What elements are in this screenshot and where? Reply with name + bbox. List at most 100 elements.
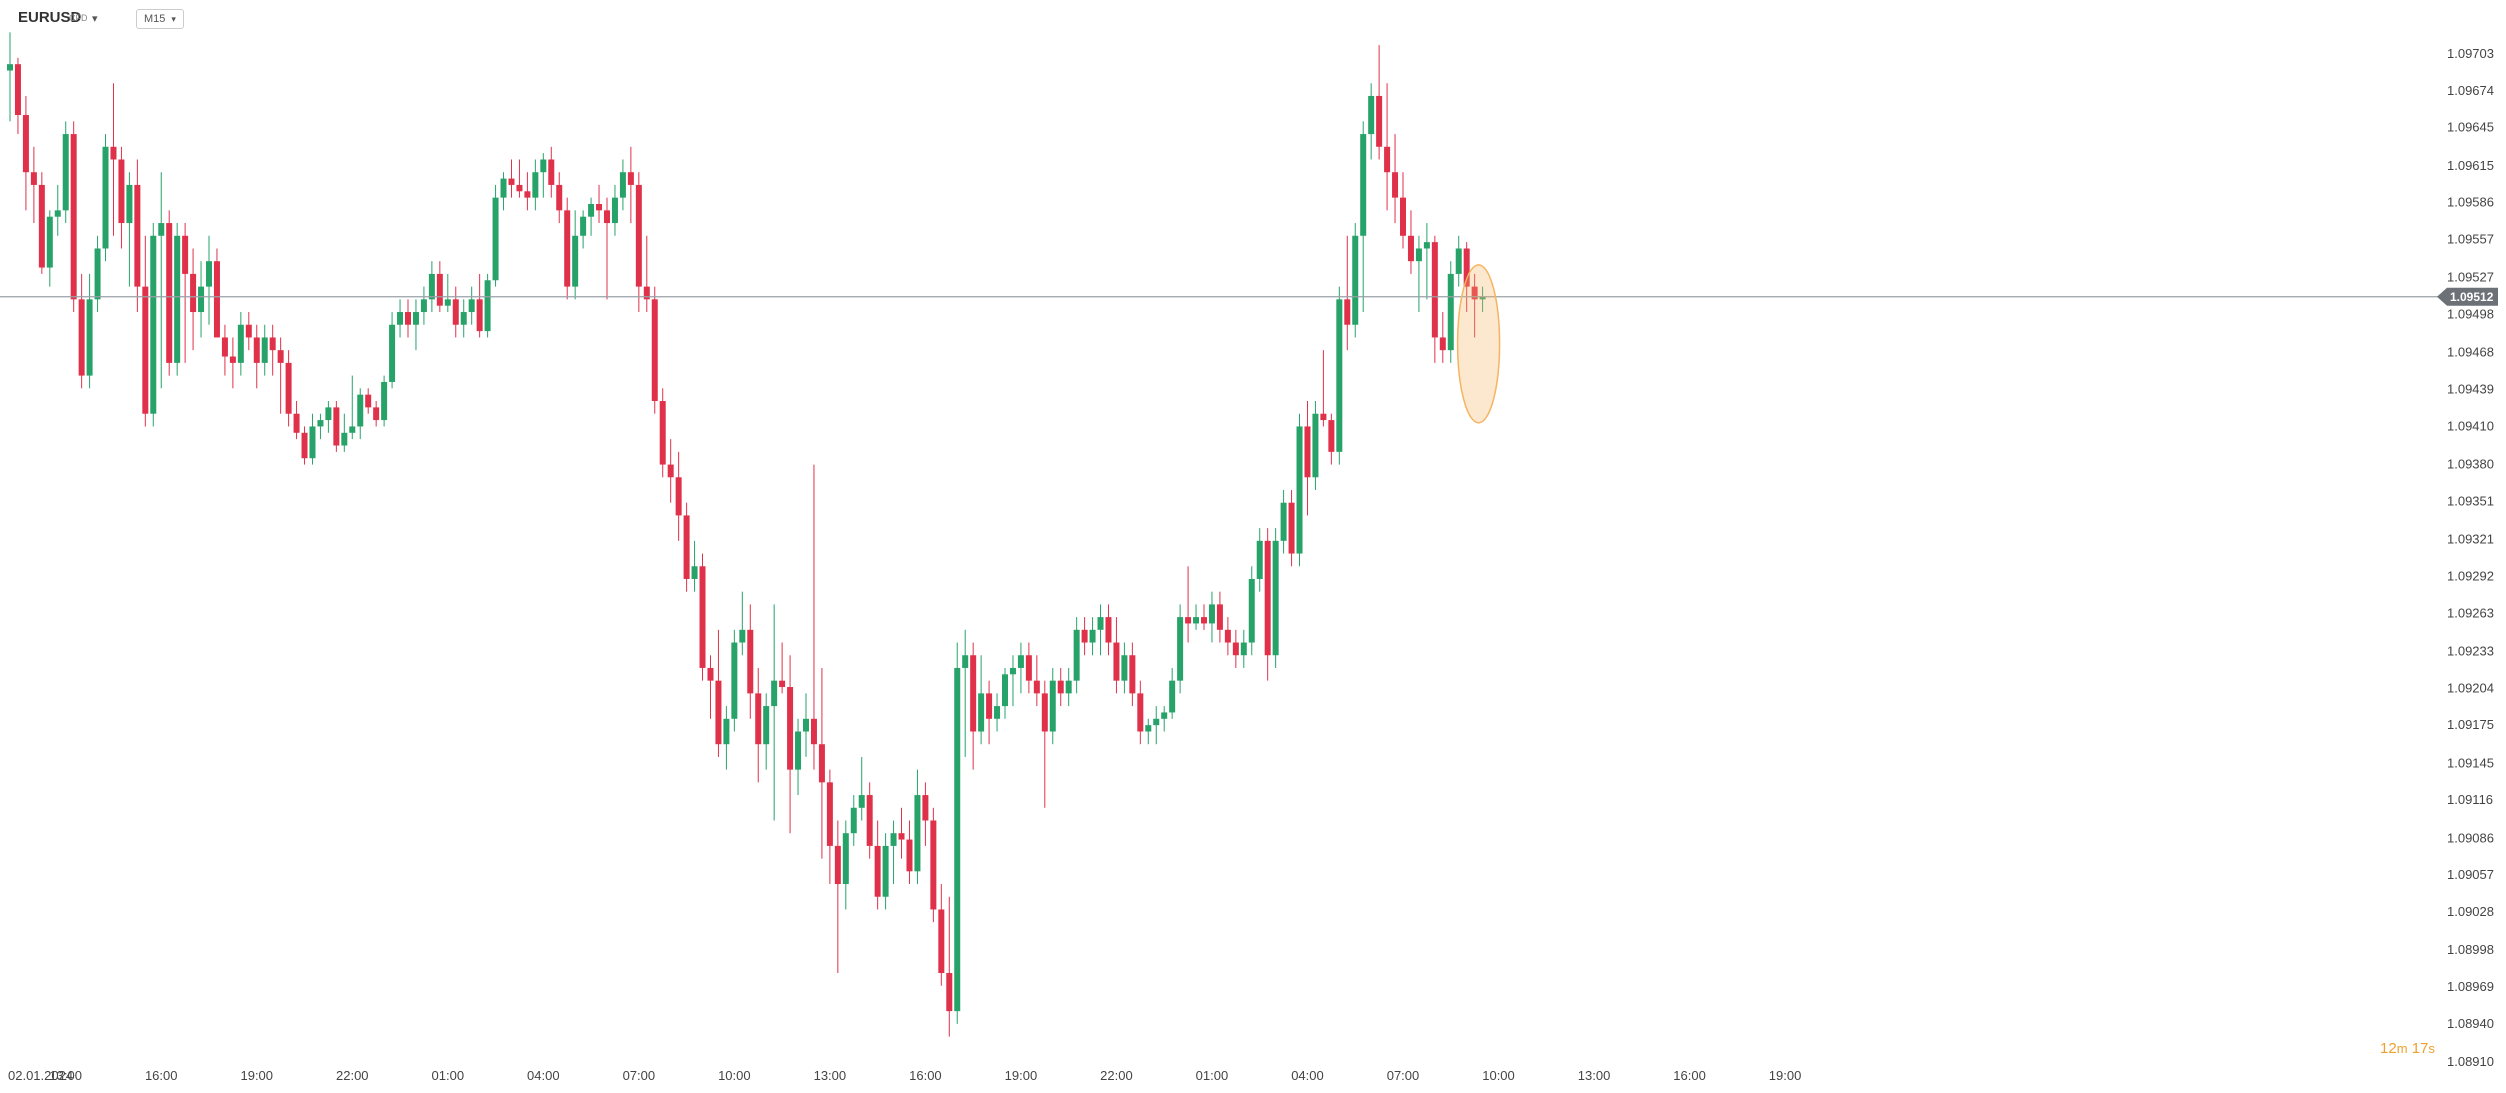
candle-up: [1177, 617, 1184, 681]
time-tick-label: 10:00: [1482, 1068, 1515, 1083]
time-tick-label: 04:00: [1291, 1068, 1324, 1083]
candle-up: [1009, 667, 1016, 675]
candle-down: [970, 655, 977, 732]
countdown-minutes-unit: m: [2396, 1041, 2408, 1056]
candle-down: [182, 235, 189, 274]
candle-down: [596, 203, 603, 211]
candle-up: [1049, 680, 1056, 732]
candle-up: [54, 210, 61, 217]
timeframe-selector[interactable]: M15 ▾: [136, 9, 184, 29]
current-price-label: 1.09512: [2450, 290, 2494, 304]
countdown-seconds-unit: s: [2428, 1041, 2435, 1056]
candle-up: [317, 420, 324, 427]
candle-up: [237, 324, 244, 363]
price-tick-label: 1.09615: [2447, 158, 2494, 173]
candle-down: [476, 299, 483, 332]
candle-up: [611, 197, 618, 224]
candle-up: [1208, 604, 1215, 624]
candle-down: [1216, 604, 1223, 630]
candle-down: [1041, 693, 1048, 732]
time-tick-label: 19:00: [240, 1068, 273, 1083]
candle-down: [906, 839, 913, 872]
time-tick-label: 13:00: [49, 1068, 82, 1083]
candle-down: [245, 324, 252, 338]
price-axis[interactable]: 1.09703 1.09674 1.09645 1.09615 1.09586 1.095…: [2447, 46, 2494, 1069]
chart-toolbar: EURUSD CFD ▾ M15 ▾: [0, 0, 2400, 36]
price-tick-label: 1.09439: [2447, 382, 2494, 397]
price-tick-label: 1.09674: [2447, 83, 2494, 98]
price-tick-label: 1.09028: [2447, 904, 2494, 919]
candle-up: [1447, 273, 1454, 351]
time-tick-label: 01:00: [1196, 1068, 1229, 1083]
time-tick-label: 10:00: [718, 1068, 751, 1083]
candle-up: [86, 299, 93, 376]
candle-up: [739, 629, 746, 643]
candle-up: [1248, 578, 1255, 643]
candle-up: [94, 248, 101, 300]
time-tick-label: 13:00: [1578, 1068, 1611, 1083]
candle-up: [588, 203, 595, 217]
candle-down: [166, 223, 173, 363]
candle-down: [667, 464, 674, 478]
candle-up: [771, 680, 778, 707]
candle-up: [341, 432, 348, 446]
candle-down: [986, 693, 993, 719]
price-tick-label: 1.09380: [2447, 457, 2494, 472]
candle-down: [1328, 420, 1335, 452]
candle-up: [389, 324, 396, 382]
price-tick-label: 1.09321: [2447, 532, 2494, 547]
candle-down: [1439, 337, 1446, 351]
candle-up: [46, 216, 53, 268]
candle-up: [914, 795, 921, 872]
candle-up: [842, 833, 849, 885]
time-tick-label: 16:00: [145, 1068, 178, 1083]
instrument-type: CFD: [69, 13, 88, 23]
time-tick-label: 07:00: [623, 1068, 656, 1083]
candle-up: [428, 273, 435, 300]
candle-down: [1232, 642, 1239, 656]
candle-down: [818, 744, 825, 783]
candle-up: [580, 216, 587, 236]
price-tick-label: 1.09086: [2447, 830, 2494, 845]
candle-down: [38, 184, 45, 268]
candle-up: [532, 172, 539, 198]
candle-up: [492, 197, 499, 281]
candle-down: [755, 693, 762, 745]
price-tick-label: 1.09468: [2447, 345, 2494, 360]
price-tick-label: 1.09263: [2447, 605, 2494, 620]
symbol-dropdown-icon[interactable]: ▾: [92, 13, 98, 25]
candle-up: [420, 299, 427, 313]
price-tick-label: 1.08940: [2447, 1016, 2494, 1031]
candle-up: [1169, 680, 1176, 713]
candle-up: [62, 134, 69, 211]
candle-down: [1376, 95, 1383, 147]
candle-down: [118, 159, 125, 224]
candle-down: [508, 178, 515, 185]
candle-up: [763, 706, 770, 745]
highlight-ellipse: [1456, 264, 1501, 424]
candle-down: [301, 432, 308, 459]
time-tick-label: 22:00: [336, 1068, 369, 1083]
candle-up: [1296, 426, 1303, 554]
price-tick-label: 1.09586: [2447, 195, 2494, 210]
candle-down: [938, 909, 945, 974]
candle-up: [691, 566, 698, 579]
candle-down: [405, 312, 411, 325]
symbol-name[interactable]: EURUSD: [18, 9, 82, 26]
candle-down: [699, 566, 706, 668]
candle-down: [213, 261, 220, 338]
time-tick-label: 16:00: [1673, 1068, 1706, 1083]
candle-down: [1224, 629, 1231, 643]
price-tick-label: 1.09645: [2447, 120, 2494, 135]
price-tick-label: 1.08998: [2447, 942, 2494, 957]
candle-up: [978, 693, 985, 732]
candle-down: [269, 337, 276, 351]
current-price-badge: [2437, 287, 2498, 306]
candle-down: [1392, 172, 1399, 198]
candle-down: [285, 362, 292, 414]
chevron-down-icon: ▾: [171, 14, 176, 24]
time-tick-label: 04:00: [527, 1068, 560, 1083]
candle-up: [150, 235, 157, 414]
